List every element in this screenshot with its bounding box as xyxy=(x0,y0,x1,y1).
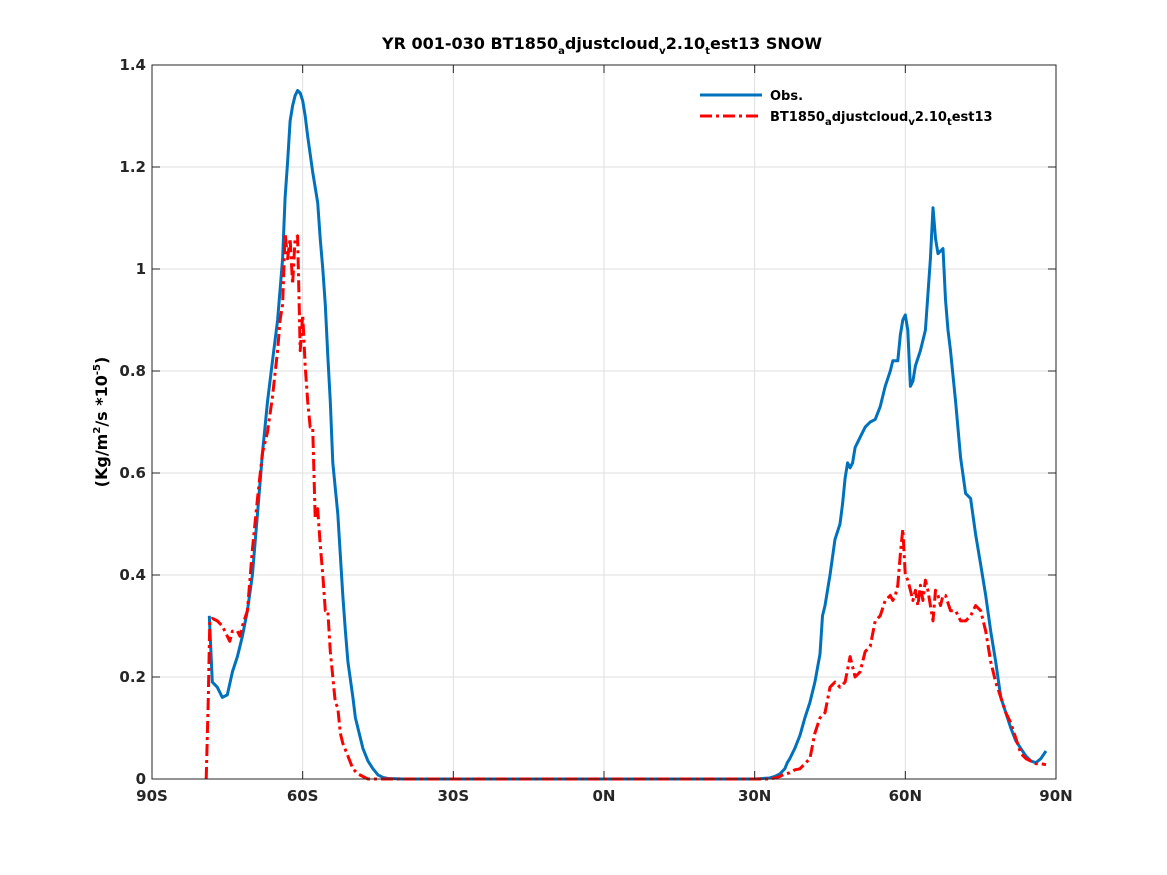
legend-model-mid2: 2.10 xyxy=(915,110,947,125)
legend-model-sub2: v xyxy=(908,117,915,128)
series-line-obs xyxy=(207,89,1048,781)
y-tick-label: 0.4 xyxy=(119,566,146,584)
x-tick-label: 60N xyxy=(889,787,922,805)
title-mid2: 2.10 xyxy=(666,34,705,53)
legend-model-sub3: t xyxy=(947,117,952,128)
ylabel-post: ) xyxy=(92,357,111,364)
series-layer xyxy=(204,89,1048,781)
y-tick-label: 0.6 xyxy=(119,464,146,482)
title-mid1: djustcloud xyxy=(565,34,659,53)
ylabel-pre: (Kg/m xyxy=(92,434,111,488)
y-axis-label: (Kg/m2/s *10-5) xyxy=(92,357,111,488)
x-tick-label: 90N xyxy=(1039,787,1072,805)
y-tick-labels: 0 0.2 0.4 0.6 0.8 1 1.2 1.4 xyxy=(119,56,146,788)
x-tick-label: 0N xyxy=(593,787,616,805)
title-sub3: t xyxy=(705,46,710,57)
series-line-model xyxy=(204,231,1047,781)
legend-model-mid1: djustcloud xyxy=(832,110,909,125)
y-tick-label: 0 xyxy=(136,770,146,788)
legend-model-end: est13 xyxy=(952,110,993,125)
y-tick-label: 1 xyxy=(136,260,146,278)
x-tick-label: 90S xyxy=(136,787,168,805)
legend-label-model: BT1850adjustcloudv2.10test13 xyxy=(770,110,993,128)
y-tick-label: 0.8 xyxy=(119,362,146,380)
legend: Obs. BT1850adjustcloudv2.10test13 xyxy=(700,89,993,128)
y-tick-label: 0.2 xyxy=(119,668,146,686)
x-tick-label: 30N xyxy=(738,787,771,805)
x-tick-label: 60S xyxy=(287,787,319,805)
axis-ticks xyxy=(151,64,1057,780)
x-tick-labels: 90S 60S 30S 0N 30N 60N 90N xyxy=(136,787,1073,805)
legend-model-pre: BT1850 xyxy=(770,110,825,125)
ylabel-sup1: 2 xyxy=(92,427,103,434)
x-tick-label: 30S xyxy=(437,787,469,805)
title-sub2: v xyxy=(659,46,666,57)
legend-label-obs: Obs. xyxy=(770,89,803,104)
y-tick-label: 1.4 xyxy=(119,56,146,74)
ylabel-mid: /s *10 xyxy=(92,375,111,427)
ylabel-sup2: -5 xyxy=(92,364,103,375)
title-end: est13 SNOW xyxy=(710,34,822,53)
y-tick-label: 1.2 xyxy=(119,158,146,176)
title-sub1: a xyxy=(558,46,565,57)
title-main: YR 001-030 BT1850 xyxy=(381,34,558,53)
chart-title: YR 001-030 BT1850adjustcloudv2.10test13 … xyxy=(381,34,822,57)
legend-model-sub1: a xyxy=(825,117,832,128)
